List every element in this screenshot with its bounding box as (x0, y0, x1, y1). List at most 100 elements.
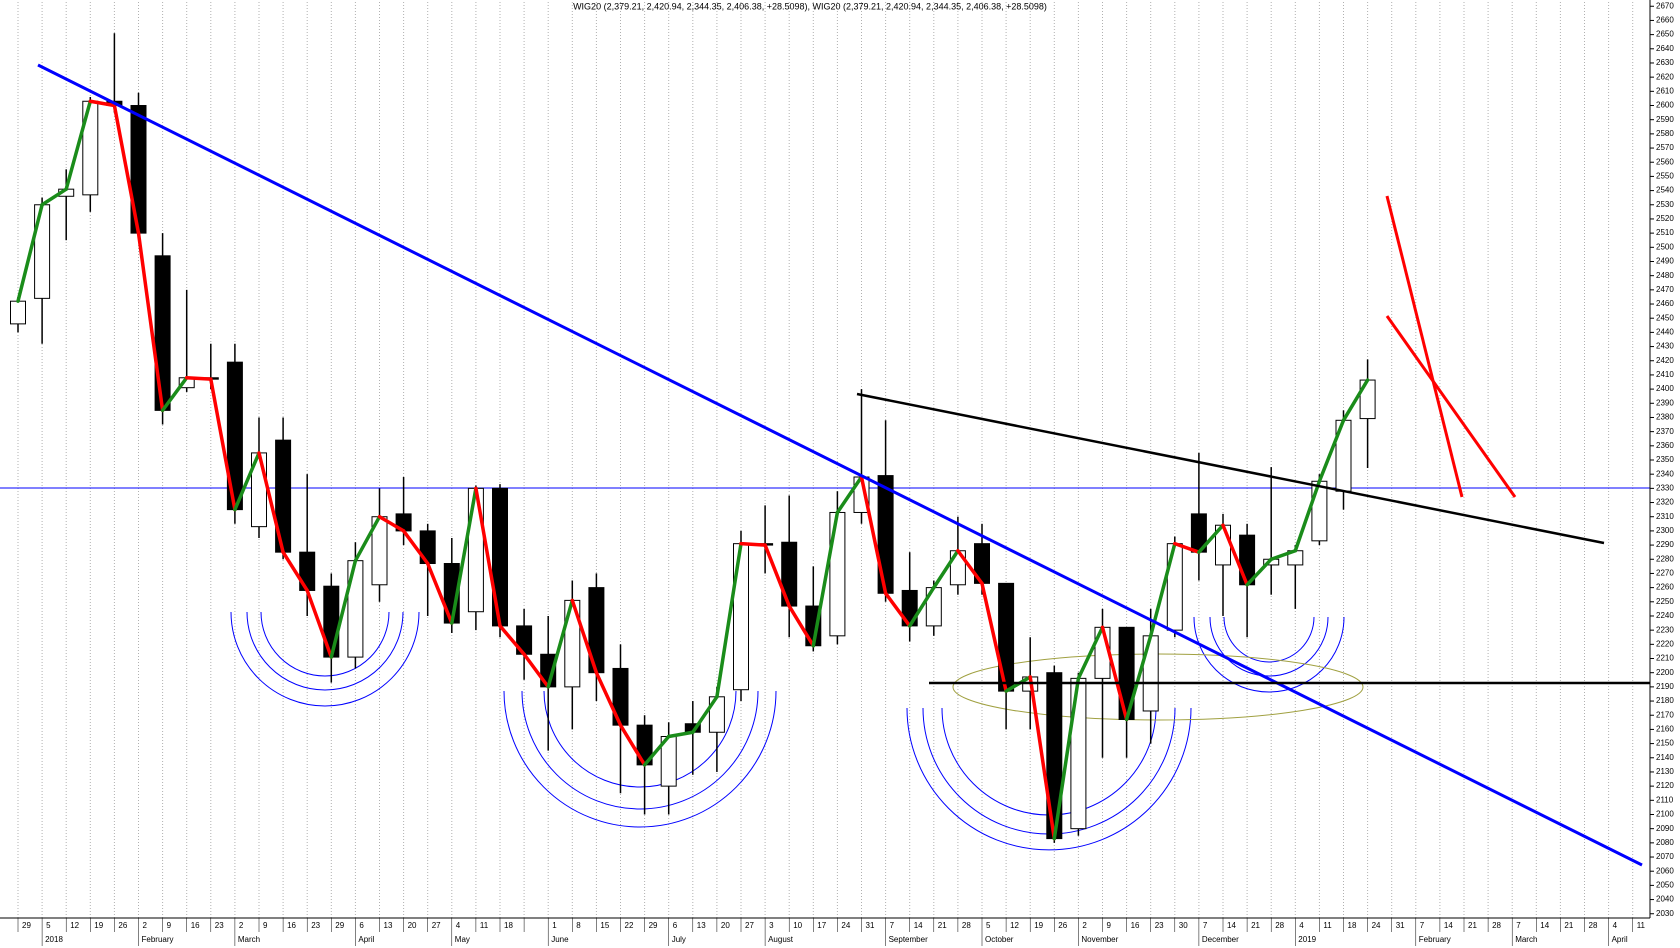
x-tick-label: 17 (817, 921, 826, 930)
x-tick-label: 2 (1082, 921, 1087, 930)
x-tick-label: 16 (191, 921, 200, 930)
y-tick-label: 2250 (1656, 597, 1674, 606)
month-label: June (551, 935, 569, 944)
y-tick-label: 2040 (1656, 895, 1674, 904)
close-line (1341, 378, 1370, 423)
close-line (787, 604, 816, 648)
close-line (1100, 625, 1129, 722)
trend-line (1385, 315, 1517, 498)
x-tick-label: 26 (1058, 921, 1067, 930)
y-tick-label: 2060 (1656, 866, 1674, 875)
x-tick-label: 20 (721, 921, 730, 930)
x-tick-label: 27 (432, 921, 441, 930)
close-line (40, 187, 68, 207)
trend-line (1385, 195, 1464, 498)
candle-body (467, 487, 484, 613)
close-line (835, 475, 864, 515)
y-tick-label: 2100 (1656, 810, 1674, 819)
close-line (642, 734, 671, 767)
close-line (1293, 479, 1322, 553)
close-line (1317, 418, 1346, 484)
x-tick-label: 19 (1034, 921, 1043, 930)
x-tick-label: 12 (1010, 921, 1019, 930)
close-line (377, 514, 406, 533)
month-label: December (1202, 935, 1239, 944)
x-tick-label: 5 (46, 921, 51, 930)
y-tick-label: 2640 (1656, 44, 1674, 53)
y-tick-label: 2460 (1656, 299, 1674, 308)
y-tick-label: 2220 (1656, 639, 1674, 648)
x-tick-label: 12 (70, 921, 79, 930)
y-tick-label: 2270 (1656, 569, 1674, 578)
month-label: April (1612, 935, 1628, 944)
x-tick-label: 26 (118, 921, 127, 930)
x-tick-label: 21 (1468, 921, 1477, 930)
month-label: February (142, 935, 174, 944)
month-label: September (889, 935, 928, 944)
y-tick-label: 2440 (1656, 327, 1674, 336)
x-tick-label: 28 (962, 921, 971, 930)
y-tick-label: 2580 (1656, 129, 1674, 138)
x-tick-label: 15 (600, 921, 609, 930)
chart-title: WIG20 (2,379.21, 2,420.94, 2,344.35, 2,4… (573, 1, 1047, 11)
close-line (1173, 541, 1201, 554)
x-tick-label: 13 (697, 921, 706, 930)
y-tick-label: 2340 (1656, 469, 1674, 478)
close-line (474, 486, 502, 628)
y-tick-label: 2210 (1656, 654, 1674, 663)
close-line (136, 231, 165, 413)
close-line (1076, 625, 1105, 681)
close-line (763, 543, 791, 608)
close-line (1269, 548, 1298, 562)
x-tick-label: 13 (384, 921, 393, 930)
close-line (907, 585, 936, 628)
y-tick-label: 2360 (1656, 441, 1674, 450)
close-line (811, 510, 840, 648)
close-line (715, 541, 743, 699)
close-line (281, 550, 309, 593)
x-tick-label: 21 (1251, 921, 1260, 930)
x-tick-label: 30 (1179, 921, 1188, 930)
close-line (184, 376, 213, 381)
close-line (1245, 557, 1273, 587)
close-line (64, 99, 93, 191)
y-tick-label: 2190 (1656, 682, 1674, 691)
close-line (932, 548, 960, 590)
y-tick-label: 2260 (1656, 583, 1674, 592)
y-tick-label: 2560 (1656, 157, 1674, 166)
x-tick-label: 11 (1637, 921, 1646, 930)
y-tick-label: 2660 (1656, 16, 1674, 25)
y-tick-label: 2650 (1656, 30, 1674, 39)
x-tick-label: 5 (986, 921, 991, 930)
y-tick-label: 2320 (1656, 498, 1674, 507)
close-line (1197, 523, 1225, 554)
x-tick-label: 7 (1420, 921, 1425, 930)
y-tick-label: 2150 (1656, 739, 1674, 748)
close-line (594, 670, 623, 727)
y-tick-label: 2240 (1656, 611, 1674, 620)
close-line (1028, 675, 1057, 841)
close-line (1221, 523, 1249, 587)
y-tick-label: 2390 (1656, 398, 1674, 407)
y-tick-label: 2510 (1656, 228, 1674, 237)
y-tick-label: 2630 (1656, 58, 1674, 67)
close-line (160, 376, 189, 413)
x-tick-label: 11 (480, 921, 489, 930)
x-tick-label: 2 (143, 921, 148, 930)
x-tick-label: 18 (504, 921, 513, 930)
x-tick-label: 7 (890, 921, 895, 930)
y-tick-label: 2540 (1656, 186, 1674, 195)
y-tick-label: 2400 (1656, 384, 1674, 393)
x-tick-label: 31 (1396, 921, 1405, 930)
y-tick-label: 2500 (1656, 242, 1674, 251)
close-line (956, 548, 984, 586)
y-tick-label: 2470 (1656, 285, 1674, 294)
x-tick-label: 2 (239, 921, 244, 930)
x-tick-label: 16 (1131, 921, 1140, 930)
candle-body (1166, 543, 1183, 631)
y-tick-label: 2550 (1656, 172, 1674, 181)
x-tick-label: 23 (1155, 921, 1164, 930)
y-tick-label: 2590 (1656, 115, 1674, 124)
close-line (233, 451, 261, 512)
close-line (980, 581, 1008, 693)
